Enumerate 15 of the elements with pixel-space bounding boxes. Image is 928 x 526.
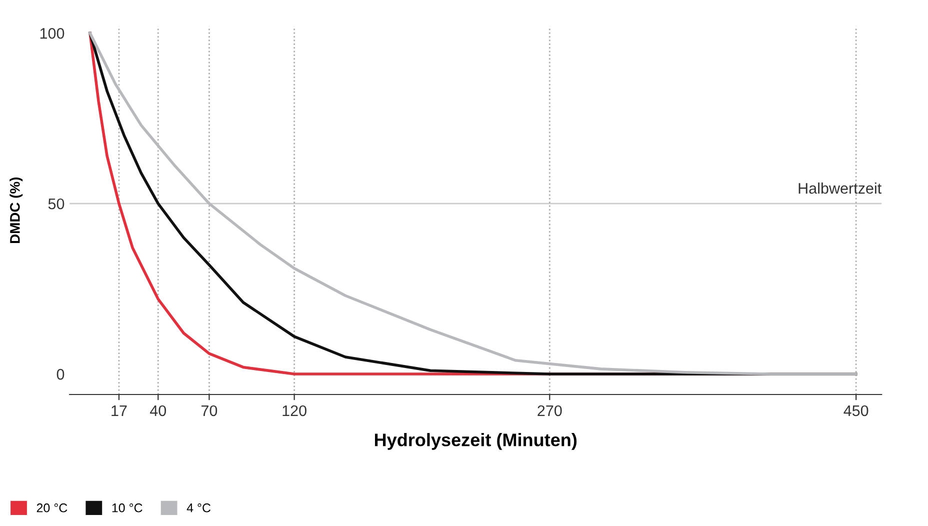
x-tick-label: 450 bbox=[844, 405, 868, 416]
y-tick-label: 100 bbox=[40, 28, 64, 39]
y-tick-label: 0 bbox=[56, 368, 64, 380]
x-axis-title: Hydrolysezeit (Minuten) bbox=[374, 433, 577, 450]
y-axis-title: DMDC (%) bbox=[10, 178, 23, 244]
legend-label: 20 °C bbox=[36, 503, 68, 512]
legend-label: 4 °C bbox=[186, 503, 211, 512]
x-tick-label: 70 bbox=[201, 405, 218, 416]
legend-label: 10 °C bbox=[112, 503, 142, 512]
x-tick-label: 17 bbox=[112, 405, 127, 416]
x-tick-label: 270 bbox=[538, 405, 562, 416]
x-tick-label: 40 bbox=[150, 405, 166, 416]
ref-line-label: Halbwertzeit bbox=[798, 182, 882, 194]
y-tick-label: 50 bbox=[48, 198, 64, 210]
x-tick-label: 120 bbox=[282, 405, 306, 416]
